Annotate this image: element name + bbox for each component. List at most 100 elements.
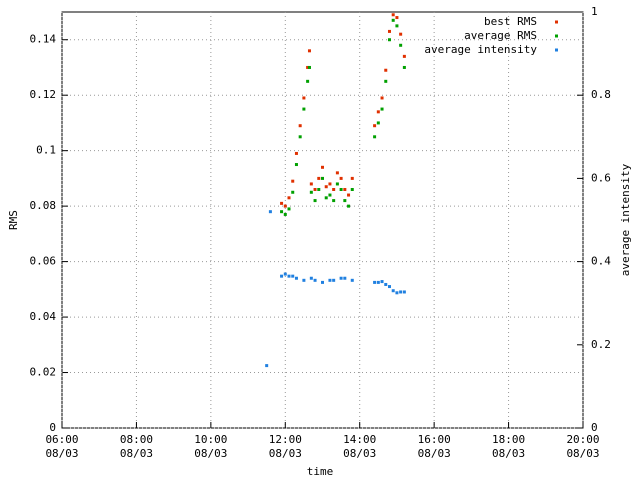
point [313, 187, 317, 191]
point [399, 32, 403, 36]
point [335, 171, 339, 175]
legend-marker [555, 20, 558, 24]
point [307, 49, 311, 53]
legend-label: average intensity [424, 43, 537, 56]
y-tick-label: 0.04 [30, 310, 57, 323]
point [321, 165, 324, 169]
point [313, 278, 317, 282]
y2-axis-label: average intensity [619, 163, 632, 276]
point [339, 176, 343, 180]
point [376, 110, 380, 114]
point [287, 207, 291, 211]
point [294, 163, 298, 167]
point [387, 29, 391, 33]
point [287, 274, 291, 278]
point [339, 276, 343, 280]
y-axis-label: RMS [7, 210, 20, 230]
point [280, 274, 284, 278]
point [291, 190, 295, 194]
point [376, 121, 380, 125]
point [350, 187, 354, 191]
y2-tick-label: 1 [591, 5, 598, 18]
point [317, 187, 321, 191]
point [321, 176, 324, 180]
point [328, 278, 332, 282]
point [291, 274, 295, 278]
x-tick-label: 12:00 08/03 [269, 433, 302, 460]
point [347, 204, 351, 208]
point [309, 190, 313, 194]
point [395, 24, 399, 28]
legend-marker [555, 34, 558, 38]
point [395, 16, 399, 20]
point [350, 278, 354, 282]
point [317, 176, 321, 180]
point [332, 187, 336, 191]
x-tick-label: 14:00 08/03 [343, 433, 376, 460]
point [387, 38, 391, 42]
x-axis-label: time [307, 465, 334, 478]
point [399, 43, 403, 47]
y-tick-label: 0.06 [30, 255, 57, 268]
y2-tick-label: 0.2 [591, 338, 611, 351]
y-tick-label: 0.1 [36, 144, 56, 157]
point [324, 185, 328, 189]
y-tick-label: 0.02 [30, 366, 57, 379]
plot-frame [61, 11, 584, 429]
point [332, 278, 336, 282]
legend-label: average RMS [464, 29, 537, 42]
point [402, 65, 406, 69]
point [350, 176, 354, 180]
legend-marker [555, 48, 558, 52]
y2-tick-label: 0.6 [591, 171, 611, 184]
y-tick-label: 0.08 [30, 199, 57, 212]
point [373, 280, 377, 284]
x-tick-label: 08:00 08/03 [120, 433, 153, 460]
point [380, 107, 384, 111]
x-tick-label: 16:00 08/03 [418, 433, 451, 460]
point [328, 193, 332, 197]
point [391, 289, 395, 293]
point [391, 13, 395, 17]
point [347, 193, 351, 197]
point [268, 210, 272, 214]
point [335, 182, 339, 186]
y-tick-label: 0 [49, 421, 56, 434]
point [343, 276, 347, 280]
point [294, 151, 298, 155]
point [343, 187, 347, 191]
point [307, 65, 311, 69]
point [298, 135, 302, 139]
point [324, 196, 328, 200]
x-tick-label: 20:00 08/03 [566, 433, 599, 460]
point [313, 199, 317, 203]
point [280, 210, 284, 214]
point [306, 79, 310, 83]
point [283, 272, 287, 276]
point [373, 135, 377, 139]
point [376, 280, 380, 284]
point [373, 124, 377, 128]
point [309, 276, 313, 280]
point [391, 18, 395, 22]
point [380, 280, 384, 284]
point [302, 278, 306, 282]
point [395, 291, 399, 295]
point [343, 199, 347, 203]
point [332, 199, 336, 203]
point [283, 212, 287, 216]
point [287, 196, 291, 200]
point [387, 285, 391, 289]
point [384, 282, 388, 286]
y2-tick-label: 0 [591, 421, 598, 434]
point [302, 96, 306, 100]
x-tick-label: 06:00 08/03 [45, 433, 78, 460]
point [399, 290, 403, 294]
point [380, 96, 384, 100]
point [339, 187, 343, 191]
point [294, 276, 298, 280]
point [309, 182, 313, 186]
point [321, 280, 324, 284]
point [302, 107, 306, 111]
